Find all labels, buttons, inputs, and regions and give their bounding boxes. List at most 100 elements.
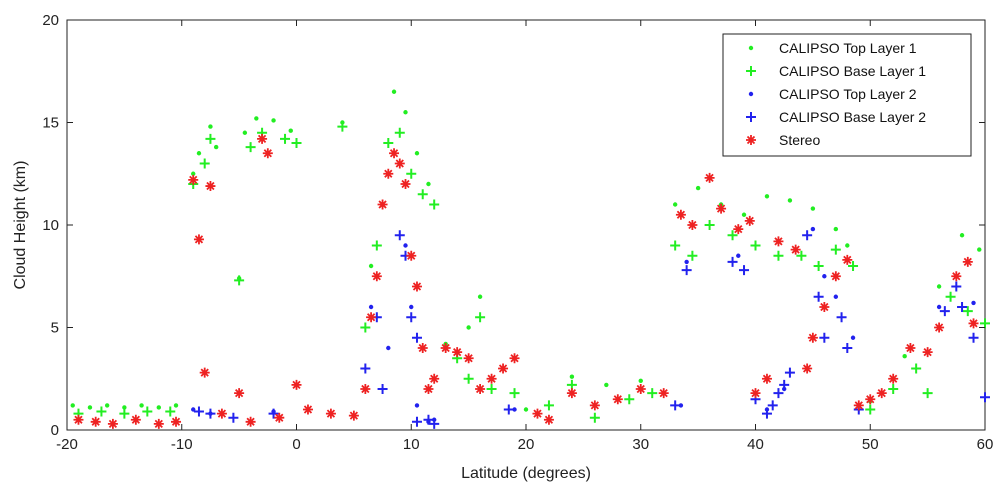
data-point	[951, 281, 962, 292]
data-point	[360, 384, 371, 394]
data-point	[417, 343, 428, 353]
data-point	[394, 127, 405, 138]
data-point	[695, 185, 701, 191]
data-point	[922, 347, 933, 358]
data-point	[787, 198, 793, 203]
data-point	[739, 265, 750, 276]
data-point	[968, 332, 979, 343]
data-point	[366, 312, 377, 323]
data-point	[486, 384, 497, 394]
data-point	[426, 181, 431, 187]
data-point	[670, 400, 681, 411]
data-point	[73, 414, 84, 425]
data-point	[810, 206, 816, 211]
data-point	[142, 406, 153, 417]
data-point	[96, 406, 107, 417]
data-point	[193, 406, 204, 417]
data-point	[475, 312, 486, 323]
data-point	[245, 416, 256, 427]
data-point	[463, 353, 474, 364]
data-point	[842, 254, 853, 265]
data-point	[406, 312, 417, 323]
data-point	[716, 203, 727, 214]
data-point	[767, 400, 778, 411]
data-point	[173, 403, 179, 408]
data-point	[790, 244, 801, 255]
data-point	[761, 408, 772, 419]
data-point	[466, 325, 471, 330]
legend: CALIPSO Top Layer 1 CALIPSO Base Layer 1 C…	[722, 33, 972, 157]
data-point	[727, 256, 738, 267]
data-point	[911, 363, 922, 374]
data-point	[429, 418, 440, 429]
data-point	[509, 388, 520, 399]
data-point	[368, 304, 374, 310]
data-point	[391, 89, 397, 94]
data-point	[681, 265, 692, 276]
data-point	[905, 343, 916, 353]
data-point	[257, 133, 268, 144]
legend-marker	[748, 91, 754, 97]
data-point	[234, 388, 245, 399]
legend-marker	[746, 66, 756, 76]
legend-label: CALIPSO Top Layer 1	[779, 40, 917, 56]
data-point	[414, 403, 420, 408]
x-tick-label: 30	[632, 436, 649, 453]
data-point	[750, 240, 761, 251]
data-point	[360, 322, 371, 333]
data-point	[704, 220, 715, 230]
x-axis-label: Latitude (degrees)	[461, 465, 591, 482]
data-point	[959, 233, 965, 238]
data-point	[119, 408, 130, 419]
series-4	[193, 230, 990, 429]
data-point	[670, 240, 681, 251]
data-point	[784, 367, 795, 378]
data-point	[199, 367, 210, 378]
data-point	[213, 144, 219, 150]
legend-item: CALIPSO Base Layer 1	[746, 63, 926, 79]
data-point	[245, 142, 256, 153]
data-point	[377, 384, 388, 394]
data-point	[569, 374, 575, 379]
data-point	[980, 318, 990, 329]
data-point	[845, 243, 850, 248]
data-point	[865, 404, 876, 415]
x-tick-label: 40	[747, 436, 764, 453]
legend-label: CALIPSO Top Layer 2	[779, 86, 917, 102]
data-point	[813, 261, 824, 271]
data-point	[733, 224, 744, 235]
data-point	[833, 226, 839, 232]
data-point	[291, 379, 302, 390]
x-tick-label: -10	[171, 436, 193, 453]
data-point	[139, 403, 144, 408]
data-point	[156, 405, 161, 410]
data-point	[678, 403, 684, 408]
data-point	[208, 124, 213, 129]
legend-label: CALIPSO Base Layer 2	[779, 109, 926, 125]
data-point	[254, 116, 259, 121]
data-point	[271, 118, 276, 123]
data-point	[463, 373, 474, 384]
data-point	[411, 332, 422, 343]
legend-item: CALIPSO Top Layer 1	[748, 40, 917, 56]
data-point	[429, 199, 440, 210]
data-point	[205, 181, 216, 192]
data-point	[744, 215, 755, 226]
data-point	[107, 418, 118, 429]
data-point	[822, 274, 827, 279]
data-point	[945, 291, 956, 302]
data-point	[196, 151, 202, 156]
data-point	[171, 416, 182, 427]
data-point	[234, 275, 245, 286]
data-point	[543, 400, 554, 411]
data-point	[406, 168, 417, 179]
legend-marker	[748, 45, 754, 51]
data-point	[242, 130, 248, 135]
data-point	[188, 174, 199, 185]
data-point	[337, 121, 348, 132]
data-point	[773, 388, 784, 399]
data-point	[452, 347, 463, 358]
data-point	[216, 408, 227, 419]
data-point	[193, 234, 204, 245]
